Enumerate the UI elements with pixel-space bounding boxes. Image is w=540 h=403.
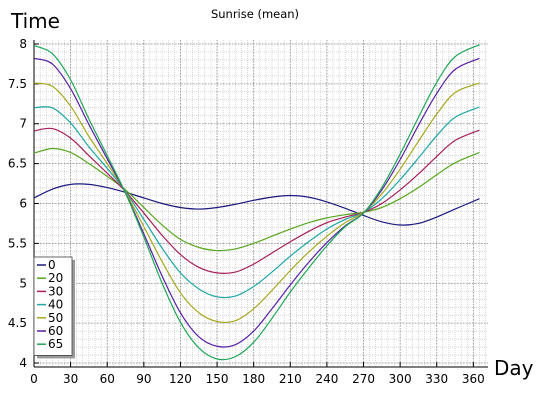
x-tick-label: 330 xyxy=(425,372,448,386)
y-tick-label: 6.5 xyxy=(8,157,27,171)
x-tick-label: 150 xyxy=(206,372,229,386)
series-line-30 xyxy=(33,127,480,274)
x-tick-label: 210 xyxy=(279,372,302,386)
x-tick-label: 300 xyxy=(389,372,412,386)
minor-grid xyxy=(33,40,488,367)
x-axis-title: Day xyxy=(494,356,534,380)
x-tick-label: 0 xyxy=(30,372,38,386)
legend-label-30: 30 xyxy=(48,284,63,298)
x-tick-label: 360 xyxy=(462,372,485,386)
legend-label-50: 50 xyxy=(48,311,63,325)
legend-label-0: 0 xyxy=(48,258,56,272)
x-tick-label: 120 xyxy=(169,372,192,386)
series-line-20 xyxy=(33,147,480,252)
chart-title: Sunrise (mean) xyxy=(211,7,299,21)
y-axis-title: Time xyxy=(10,9,60,33)
x-tick-label: 180 xyxy=(242,372,265,386)
x-tick-label: 90 xyxy=(136,372,151,386)
series-line-65 xyxy=(33,44,480,361)
series-line-50 xyxy=(33,82,480,324)
y-tick-label: 6 xyxy=(19,197,27,211)
x-tick-label: 240 xyxy=(315,372,338,386)
legend-label-20: 20 xyxy=(48,271,63,285)
y-tick-label: 8 xyxy=(19,37,27,51)
x-tick-label: 30 xyxy=(63,372,78,386)
series-line-0 xyxy=(33,183,480,226)
series-layer xyxy=(33,44,480,361)
y-tick-label: 4.5 xyxy=(8,316,27,330)
tick-labels: 0 30 60 90 120 150 180 210 240 270 300 330 36044.555… xyxy=(8,37,485,386)
y-tick-label: 5.5 xyxy=(8,236,27,250)
y-tick-label: 5 xyxy=(19,276,27,290)
y-tick-label: 7 xyxy=(19,117,27,131)
y-tick-label: 4 xyxy=(19,356,27,370)
legend-label-60: 60 xyxy=(48,324,63,338)
x-tick-label: 60 xyxy=(100,372,115,386)
major-grid xyxy=(33,40,488,367)
x-tick-label: 270 xyxy=(352,372,375,386)
series-line-40 xyxy=(33,106,480,299)
legend-label-40: 40 xyxy=(48,298,63,312)
legend-label-65: 65 xyxy=(48,337,63,351)
legend-box xyxy=(33,256,73,356)
series-line-60 xyxy=(33,57,480,348)
y-tick-label: 7.5 xyxy=(8,77,27,91)
